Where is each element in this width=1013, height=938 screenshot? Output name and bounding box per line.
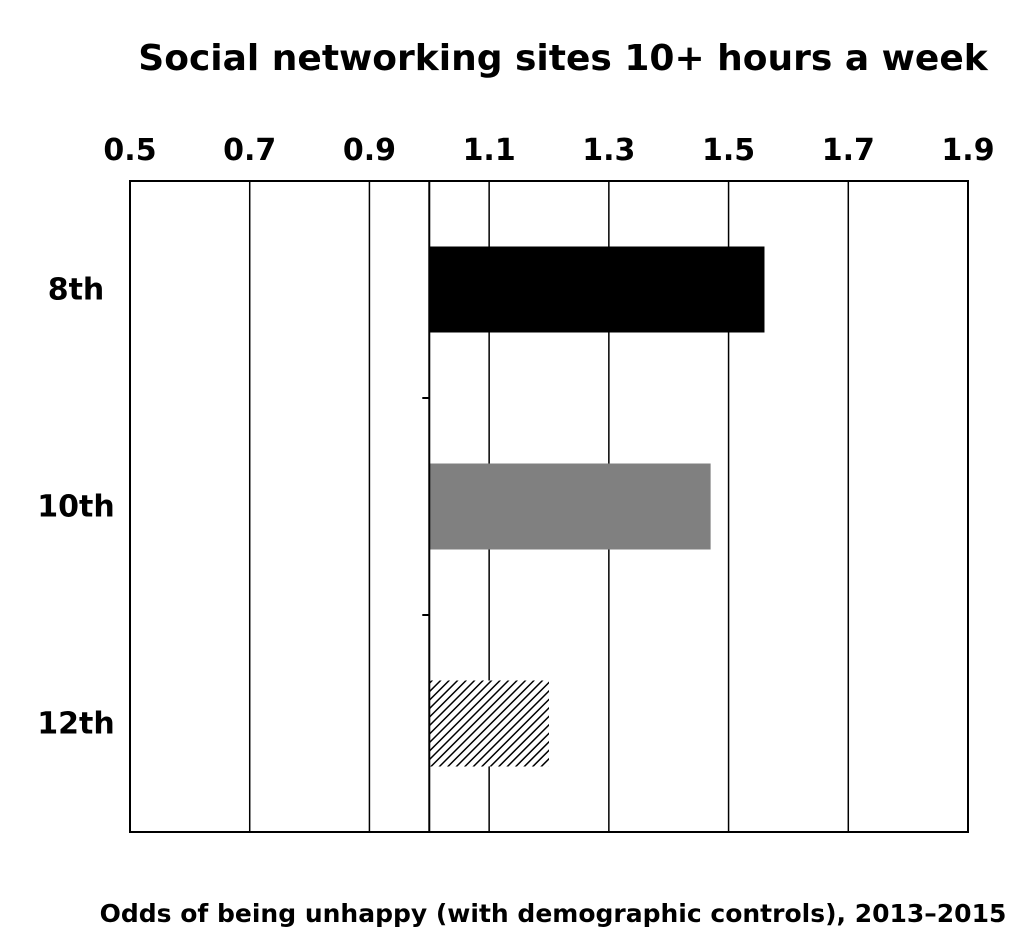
- x-tick-label: 0.7: [223, 133, 276, 168]
- plot-frame: [129, 180, 969, 833]
- x-axis-label: Odds of being unhappy (with demographic …: [100, 899, 1007, 928]
- category-label: 8th: [48, 273, 105, 308]
- bar-8th: [429, 246, 765, 333]
- bars: [429, 246, 765, 767]
- category-label: 12th: [37, 707, 114, 742]
- category-label: 10th: [37, 490, 114, 525]
- category-labels: 8th 10th 12th: [37, 273, 114, 742]
- x-tick-label: 1.7: [822, 133, 875, 168]
- x-tick-label: 0.5: [103, 133, 156, 168]
- x-tick-label: 1.3: [582, 133, 635, 168]
- x-tick-labels: 0.5 0.7 0.9 1.1 1.3 1.5 1.7 1.9: [103, 133, 994, 168]
- x-tick-label: 1.1: [463, 133, 516, 168]
- baseline-axis: [422, 181, 431, 833]
- bar-12th: [429, 680, 549, 767]
- x-tick-label: 1.9: [941, 133, 994, 168]
- chart-title: Social networking sites 10+ hours a week: [138, 38, 988, 79]
- x-tick-label: 1.5: [702, 133, 755, 168]
- x-tick-label: 0.9: [343, 133, 396, 168]
- bar-10th: [429, 463, 711, 550]
